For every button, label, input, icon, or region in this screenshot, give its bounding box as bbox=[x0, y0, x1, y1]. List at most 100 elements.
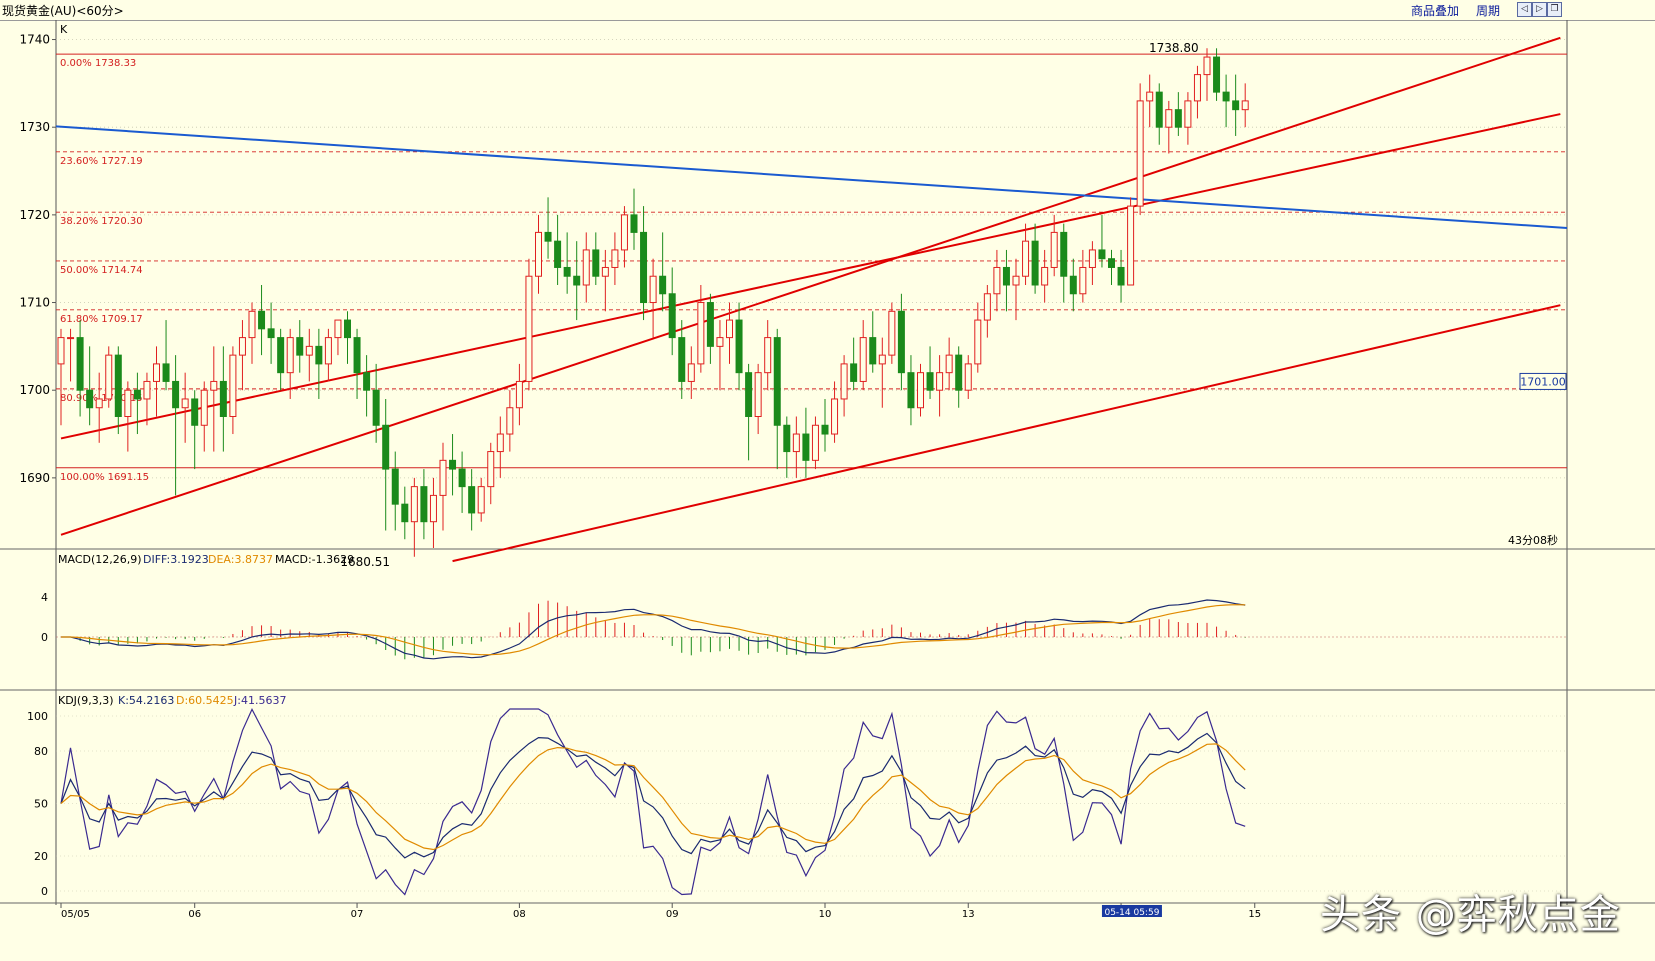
candle-body bbox=[1232, 100, 1240, 111]
candle-body bbox=[840, 363, 848, 400]
candle bbox=[344, 311, 351, 364]
arrow-left-icon[interactable]: ◁ bbox=[1517, 2, 1532, 17]
candle bbox=[840, 355, 848, 417]
x-date-label: 09 bbox=[666, 909, 679, 920]
candle bbox=[76, 320, 84, 417]
candle bbox=[382, 398, 390, 531]
candle bbox=[515, 363, 523, 426]
candle-body bbox=[248, 310, 256, 339]
kdj-j-line bbox=[60, 708, 1246, 896]
candle-body bbox=[105, 354, 113, 400]
candle bbox=[764, 320, 772, 391]
candle-body bbox=[286, 337, 294, 374]
candle bbox=[124, 381, 132, 452]
candle-body bbox=[831, 398, 839, 435]
candle bbox=[573, 241, 581, 321]
candle-body bbox=[420, 486, 428, 523]
candle bbox=[678, 320, 686, 399]
candle-body bbox=[802, 433, 810, 461]
fib-label: 80.90% 1700.15 bbox=[60, 393, 143, 404]
y-tick-label: 1700 bbox=[19, 383, 50, 397]
candle bbox=[1155, 83, 1163, 145]
x-date-label: 15 bbox=[1248, 909, 1261, 920]
cursor-time-box bbox=[1101, 905, 1162, 917]
candle bbox=[1165, 100, 1173, 154]
candle bbox=[1127, 197, 1135, 286]
y-tick-label: 1690 bbox=[19, 471, 50, 485]
candle bbox=[687, 346, 695, 399]
candle-body bbox=[67, 337, 75, 340]
candle bbox=[630, 188, 638, 250]
macd-dea-line bbox=[61, 604, 1246, 656]
candle bbox=[1031, 223, 1039, 294]
candle bbox=[86, 346, 94, 426]
candle-body bbox=[716, 337, 724, 347]
candle bbox=[926, 346, 934, 399]
candle bbox=[897, 293, 905, 391]
arrow-right-icon[interactable]: ▷ bbox=[1532, 2, 1547, 17]
candle bbox=[363, 355, 371, 417]
candle-body bbox=[458, 468, 466, 488]
candle-body bbox=[468, 486, 476, 514]
candle bbox=[955, 346, 963, 408]
y-tick-label: 1740 bbox=[19, 33, 50, 47]
candle bbox=[372, 363, 380, 443]
kdj-y-tick-label: 100 bbox=[27, 710, 48, 723]
candle-body bbox=[1041, 266, 1049, 286]
candle bbox=[1174, 92, 1182, 136]
candle-body bbox=[1203, 56, 1211, 76]
candle bbox=[181, 372, 189, 443]
candle-body bbox=[706, 302, 714, 347]
candle bbox=[907, 355, 915, 426]
candle-body bbox=[773, 337, 781, 426]
candle bbox=[735, 302, 743, 391]
candle-body bbox=[592, 249, 600, 277]
candle-body bbox=[859, 337, 867, 382]
candle bbox=[229, 346, 237, 435]
channel-line bbox=[60, 113, 1561, 440]
candle bbox=[1022, 223, 1030, 285]
candle-body bbox=[1213, 56, 1221, 93]
candle-body bbox=[172, 380, 180, 409]
candle-body bbox=[515, 380, 523, 409]
candle-body bbox=[955, 354, 963, 391]
candle-body bbox=[315, 345, 323, 365]
candle-body bbox=[601, 266, 609, 277]
candle-body bbox=[1184, 100, 1192, 128]
candle bbox=[659, 232, 667, 312]
candle-body bbox=[229, 354, 237, 417]
candle bbox=[1213, 48, 1221, 101]
kdj-y-tick-label: 0 bbox=[41, 885, 48, 898]
candle-body bbox=[334, 319, 342, 339]
candle bbox=[57, 328, 65, 426]
candle bbox=[697, 285, 705, 373]
candle-body bbox=[477, 486, 485, 514]
window-restore-icon[interactable]: ❐ bbox=[1547, 2, 1562, 17]
kdj-k-label: K:54.2163 bbox=[118, 694, 174, 707]
period-button[interactable]: 周期 bbox=[1476, 4, 1501, 18]
candle-body bbox=[525, 275, 533, 382]
x-date-label: 06 bbox=[188, 909, 201, 920]
candle-body bbox=[296, 337, 304, 356]
candle bbox=[936, 355, 944, 417]
candle bbox=[143, 372, 151, 426]
candle bbox=[238, 320, 246, 391]
candle bbox=[305, 328, 313, 382]
x-date-label: 07 bbox=[351, 909, 364, 920]
channel-line bbox=[60, 36, 1561, 536]
candle bbox=[258, 285, 266, 356]
candle-body bbox=[544, 231, 552, 242]
kdj-title: KDJ(9,3,3) bbox=[58, 694, 114, 707]
candle bbox=[248, 302, 256, 364]
candle-body bbox=[811, 424, 819, 461]
candle-body bbox=[1155, 91, 1163, 128]
candle bbox=[888, 302, 896, 364]
kdj-d-line bbox=[60, 743, 1246, 851]
candle bbox=[105, 346, 113, 408]
candle bbox=[200, 381, 208, 452]
macd-title: MACD(12,26,9) bbox=[58, 553, 142, 566]
candle bbox=[133, 372, 141, 435]
candle-body bbox=[620, 214, 628, 251]
overlay-button[interactable]: 商品叠加 bbox=[1411, 4, 1460, 18]
